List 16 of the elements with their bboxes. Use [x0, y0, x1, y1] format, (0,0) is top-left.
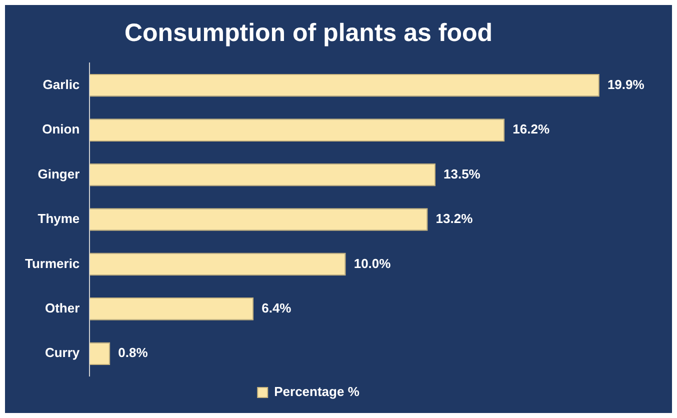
data-label: 13.5%: [443, 166, 481, 182]
y-tick-label: Other: [44, 300, 80, 316]
y-tick-label: Thyme: [38, 211, 80, 226]
chart-title: Consumption of plants as food: [124, 18, 493, 47]
y-tick-label: Garlic: [42, 76, 80, 92]
data-label: 19.9%: [607, 76, 645, 92]
y-tick-label: Onion: [42, 122, 80, 137]
y-tick-label: Turmeric: [24, 256, 80, 271]
data-label: 13.2%: [436, 211, 474, 226]
y-tick-label: Ginger: [38, 166, 80, 182]
data-label: 6.4%: [262, 300, 292, 316]
y-tick-label: Curry: [44, 345, 80, 360]
data-label: 0.8%: [118, 345, 148, 360]
legend-label: Percentage %: [274, 384, 360, 400]
data-label: 10.0%: [354, 256, 392, 271]
data-label: 16.2%: [512, 122, 550, 137]
